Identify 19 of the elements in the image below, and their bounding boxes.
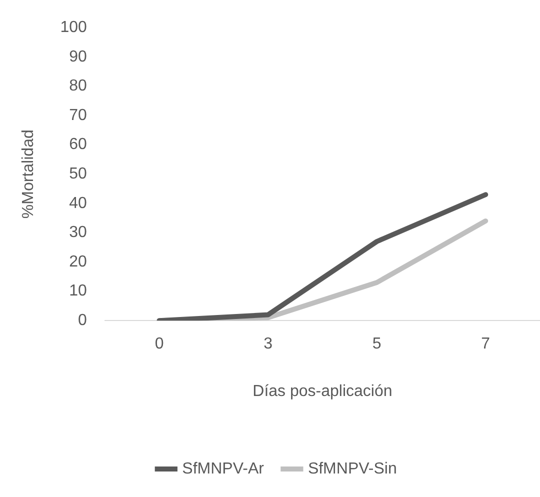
y-tick-label: 60 bbox=[69, 136, 87, 154]
y-tick-label: 100 bbox=[60, 19, 87, 36]
y-tick-label: 20 bbox=[69, 253, 87, 270]
x-tick-label: 7 bbox=[481, 336, 490, 353]
x-tick-label: 3 bbox=[264, 336, 273, 353]
x-axis-title: Días pos-aplicación bbox=[252, 382, 392, 400]
y-tick-label: 90 bbox=[69, 48, 87, 66]
x-tick-label: 5 bbox=[372, 336, 382, 353]
y-axis-title: %Mortalidad bbox=[20, 130, 38, 219]
y-tick-label: 70 bbox=[69, 106, 87, 124]
y-tick-label: 0 bbox=[78, 312, 87, 330]
y-tick-label: 40 bbox=[69, 194, 87, 212]
y-tick-label: 80 bbox=[69, 78, 87, 95]
legend-label: SfMNPV-Ar bbox=[182, 460, 265, 478]
y-tick-label: 50 bbox=[69, 166, 87, 183]
y-tick-label: 10 bbox=[69, 282, 87, 300]
legend-label: SfMNPV-Sin bbox=[308, 460, 397, 478]
x-tick-label: 0 bbox=[154, 336, 164, 353]
y-tick-label: 30 bbox=[69, 224, 87, 242]
